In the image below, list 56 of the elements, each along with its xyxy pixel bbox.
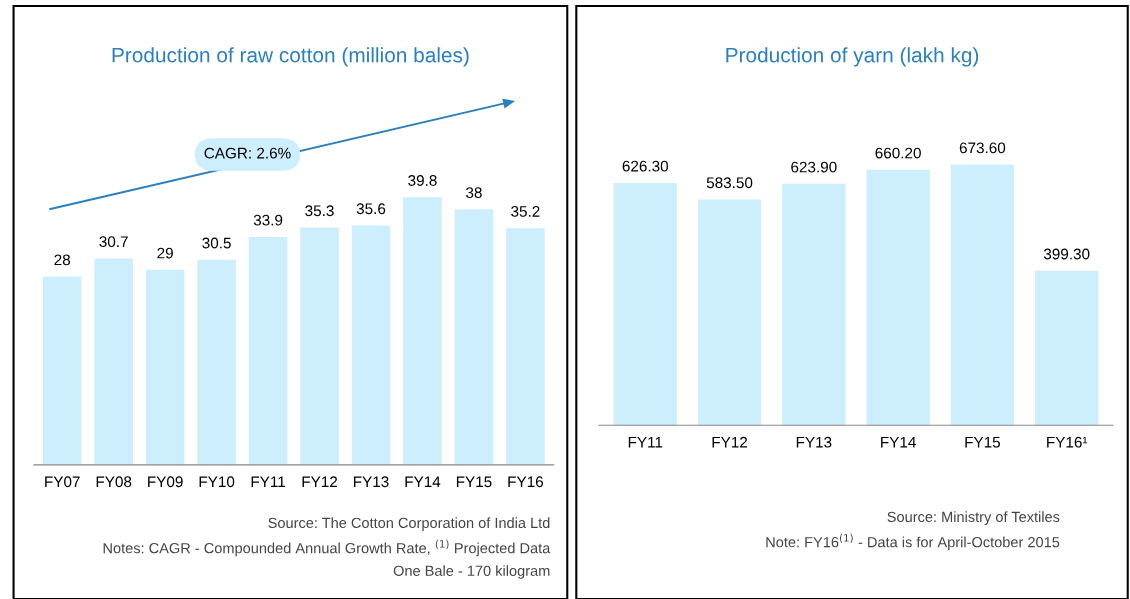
- chart-title: Production of raw cotton (million bales): [112, 47, 469, 67]
- text: CAGR: 2.6%: [204, 147, 291, 159]
- data-label: 583.50: [706, 177, 753, 189]
- data-label: 39.8: [408, 175, 437, 186]
- x-tick-label: FY12: [302, 476, 338, 488]
- bar: [866, 169, 930, 426]
- bar: [94, 258, 133, 465]
- x-tick-label: FY15: [456, 476, 492, 488]
- x-tick-label: FY13: [353, 476, 389, 488]
- x-tick-label: FY13: [796, 436, 832, 448]
- x-tick-label: FY07: [45, 476, 80, 488]
- data-label: 28: [54, 254, 71, 266]
- bar: [782, 183, 846, 426]
- data-label: 30.5: [202, 237, 231, 249]
- bar: [145, 269, 185, 465]
- x-tick-label: FY11: [628, 436, 663, 448]
- x-tick-label: FY11: [251, 476, 286, 488]
- x-tick-label: FY16: [508, 476, 543, 488]
- data-label: 29: [157, 247, 173, 259]
- x-tick-label: FY14: [405, 476, 441, 488]
- bar: [613, 182, 677, 426]
- x-tick-label: FY15: [965, 436, 1001, 448]
- bar: [697, 199, 762, 426]
- bar: [197, 259, 236, 465]
- data-label: 399.30: [1043, 248, 1090, 260]
- bar: [506, 228, 545, 465]
- x-tick-label: FY14: [881, 436, 916, 448]
- x-tick-label: FY10: [199, 476, 235, 488]
- bar: [950, 164, 1015, 426]
- data-label: 673.60: [959, 142, 1006, 154]
- x-tick-label: FY12: [712, 436, 748, 448]
- bar: [351, 225, 391, 465]
- data-label: 626.30: [622, 160, 669, 172]
- data-label: 38: [466, 187, 482, 198]
- chart-title: Production of yarn (lakh kg): [726, 47, 979, 67]
- data-label: 35.2: [511, 206, 540, 217]
- data-label: 30.7: [99, 236, 128, 248]
- bar: [248, 236, 288, 465]
- data-label: 660.20: [875, 147, 921, 159]
- text: Note: FY16$^{(1)}$ - Data is for April-October 2015: [766, 533, 1060, 551]
- text: One Bale - 170 kilogram: [393, 565, 550, 579]
- data-label: 33.9: [253, 214, 283, 226]
- bar: [300, 227, 339, 465]
- source-note: Source: Ministry of Textiles: [887, 511, 1060, 525]
- bar: [403, 197, 442, 465]
- data-label: 623.90: [791, 161, 837, 173]
- source-note: Source: The Cotton Corporation of India Ltd: [268, 517, 550, 531]
- data-label: 35.3: [305, 205, 334, 217]
- x-tick-label: FY16¹: [1047, 436, 1088, 448]
- text: Notes: CAGR - Compounded Annual Growth Rate, $^{(1)}$ Projected Data: [103, 539, 551, 557]
- x-tick-label: FY08: [96, 476, 132, 488]
- bar: [42, 276, 82, 465]
- x-tick-label: FY09: [148, 476, 183, 488]
- bar: [454, 209, 494, 465]
- data-label: 35.6: [356, 203, 386, 215]
- bar: [1035, 270, 1099, 426]
